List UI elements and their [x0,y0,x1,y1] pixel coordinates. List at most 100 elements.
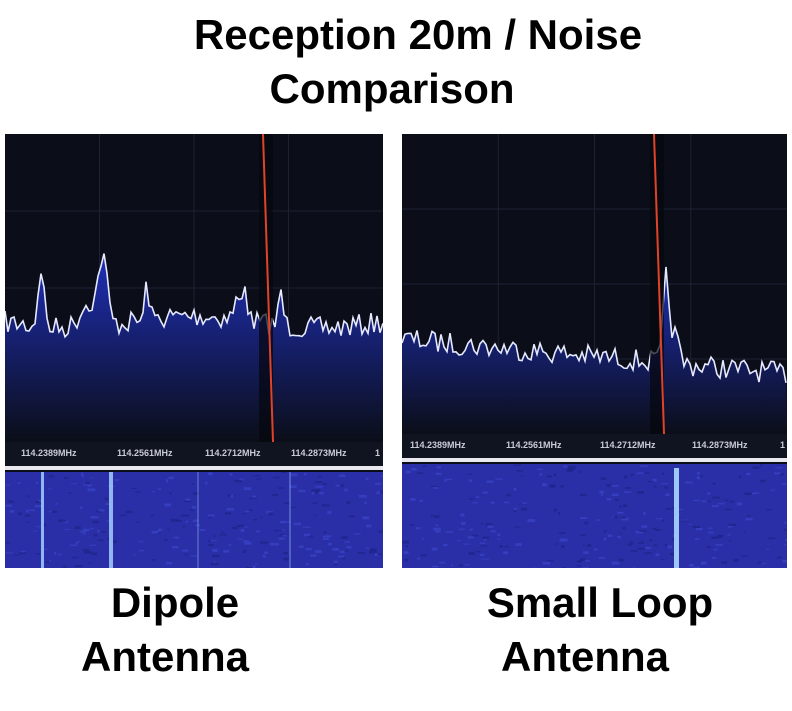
noise-speck [5,542,10,544]
noise-speck [546,559,554,562]
noise-speck [561,545,565,548]
noise-speck [578,470,581,473]
noise-speck [262,554,266,557]
noise-speck [344,541,350,543]
noise-speck [468,479,473,482]
noise-speck [84,551,92,554]
noise-speck [18,552,27,555]
noise-speck [707,531,714,534]
noise-speck [266,511,273,514]
noise-speck [746,472,751,476]
noise-speck [647,481,654,483]
noise-speck [785,538,787,541]
noise-speck [322,482,327,486]
noise-speck [503,551,509,555]
noise-speck [279,520,286,524]
noise-speck [20,550,26,553]
noise-speck [405,545,409,548]
noise-speck [219,534,227,536]
noise-speck [157,488,162,490]
noise-speck [270,543,273,546]
noise-speck [307,535,314,538]
noise-speck [430,515,434,518]
noise-speck [711,496,720,499]
noise-speck [80,472,84,475]
noise-speck [366,547,370,550]
noise-speck [286,534,290,536]
noise-speck [403,551,409,555]
noise-speck [54,551,57,555]
noise-speck [212,554,220,558]
noise-speck [472,502,478,504]
noise-speck [332,547,339,551]
noise-speck [35,501,40,503]
noise-speck [28,509,35,512]
noise-speck [707,492,711,495]
noise-speck [62,565,68,568]
noise-speck [207,516,213,518]
noise-speck [483,536,489,540]
noise-speck [740,555,748,557]
noise-speck [490,530,496,533]
noise-speck [268,512,274,516]
noise-speck [305,562,309,566]
noise-speck [303,472,307,476]
noise-speck [577,560,583,563]
noise-speck [464,564,470,566]
noise-speck [563,465,568,468]
noise-speck [700,561,707,565]
noise-speck [579,558,586,561]
noise-speck [80,530,86,533]
noise-speck [728,523,737,527]
noise-speck [409,524,415,526]
noise-speck [708,527,713,529]
freq-label: 114.2561MHz [506,440,562,450]
noise-speck [667,545,673,549]
noise-speck [752,492,760,494]
noise-speck [312,491,318,494]
noise-speck [744,492,752,495]
noise-speck [237,524,245,528]
noise-speck [497,533,501,537]
noise-speck [181,549,189,552]
noise-speck [721,561,728,564]
noise-speck [338,474,346,477]
noise-speck [182,525,186,528]
noise-speck [479,553,485,557]
noise-speck [481,558,490,560]
noise-speck [727,525,733,528]
loop-spectrum [402,134,787,434]
noise-speck [357,551,365,554]
noise-speck [504,545,509,548]
noise-speck [637,491,645,494]
noise-speck [70,544,77,547]
noise-speck [541,483,547,487]
noise-speck [587,544,592,547]
noise-speck [278,537,285,540]
noise-speck [289,485,297,489]
noise-speck [293,522,302,526]
noise-speck [435,472,442,475]
noise-speck [260,516,263,518]
noise-speck [611,493,619,496]
noise-speck [48,475,55,478]
noise-speck [652,478,657,482]
noise-speck [712,482,716,485]
noise-speck [7,500,14,503]
noise-speck [35,552,40,555]
noise-speck [619,505,622,508]
signal-streak [197,472,199,568]
noise-speck [566,469,573,473]
noise-speck [482,491,489,494]
noise-speck [312,491,315,495]
freq-label: 114.2873MHz [291,448,347,458]
noise-speck [435,530,441,533]
noise-speck [775,467,783,469]
noise-speck [359,494,367,498]
noise-speck [63,477,69,479]
noise-speck [282,529,285,531]
noise-speck [380,490,383,493]
noise-speck [75,565,83,568]
noise-speck [644,546,651,550]
noise-speck [463,543,471,545]
